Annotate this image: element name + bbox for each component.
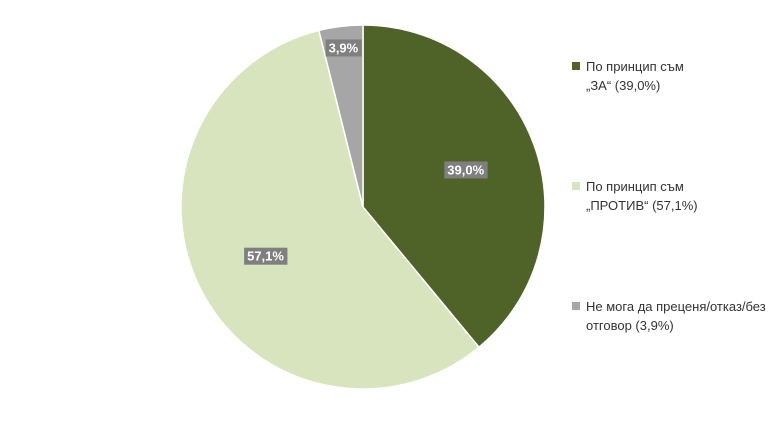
data-label: 57,1% <box>244 247 288 265</box>
data-label-box <box>244 247 288 265</box>
data-label-box <box>325 39 362 57</box>
legend-swatch <box>572 182 580 190</box>
legend-label: По принцип съм „ПРОТИВ“ (57,1%) <box>586 179 698 213</box>
data-label-text: 39,0% <box>447 162 484 177</box>
pie-slice <box>362 24 546 349</box>
data-label: 39,0% <box>444 161 488 179</box>
pie-slice <box>317 24 364 208</box>
legend-label: Не мога да преценя/отказ/без отговор (3,… <box>586 299 766 333</box>
pie-slice <box>180 29 481 390</box>
data-label-box <box>444 161 488 179</box>
data-label-text: 57,1% <box>247 249 284 264</box>
data-label: 3,9% <box>325 39 362 57</box>
legend-swatch <box>572 302 580 310</box>
legend-label: По принцип съм „ЗА“ (39,0%) <box>586 59 684 93</box>
data-label-text: 3,9% <box>329 40 359 55</box>
legend-swatch <box>572 62 580 70</box>
